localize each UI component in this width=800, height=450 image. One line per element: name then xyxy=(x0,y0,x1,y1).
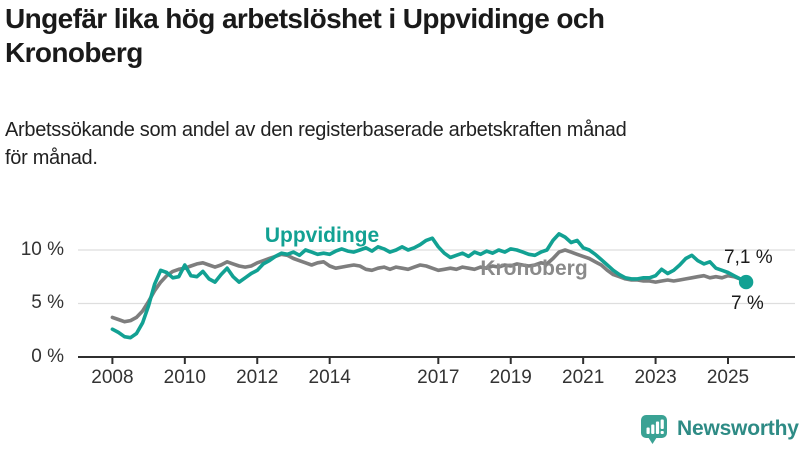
plot-svg xyxy=(78,232,795,364)
title-line-2: Kronoberg xyxy=(5,37,143,68)
chart-subtitle: Arbetssökande som andel av den registerb… xyxy=(5,116,793,172)
kronoberg-series-label: Kronoberg xyxy=(480,257,588,280)
y-tick-label: 0 % xyxy=(31,346,64,367)
subtitle-line-1: Arbetssökande som andel av den registerb… xyxy=(5,119,627,141)
x-tick-label: 2017 xyxy=(417,367,460,388)
x-tick-label: 2014 xyxy=(308,367,351,388)
subtitle-line-2: för månad. xyxy=(5,147,98,169)
newsworthy-chart-bubble-icon xyxy=(641,415,667,444)
x-tick-label: 2010 xyxy=(163,367,206,388)
page-title: Ungefär lika hög arbetslöshet i Uppvidin… xyxy=(5,2,793,70)
unemployment-line-chart: 0 % 5 % 10 % 2008 2010 2012 2014 2017 2019 2021 20… xyxy=(0,212,800,404)
uppvidinge-series-label: Uppvidinge xyxy=(264,224,380,247)
x-tick-label: 2025 xyxy=(706,367,750,388)
brand-name: Newsworthy xyxy=(677,417,799,440)
x-tick-label: 2012 xyxy=(236,367,279,388)
y-tick-label: 10 % xyxy=(20,238,64,260)
title-line-1: Ungefär lika hög arbetslöshet i Uppvidin… xyxy=(5,3,605,34)
end-value-label-uppvidinge: 7 % xyxy=(731,293,764,314)
x-tick-label: 2021 xyxy=(562,367,605,388)
y-tick-label: 5 % xyxy=(31,292,64,314)
brand-footer: Newsworthy xyxy=(639,413,799,445)
end-value-label-kronoberg: 7,1 % xyxy=(724,247,773,268)
x-tick-label: 2019 xyxy=(489,367,532,388)
x-tick-label: 2023 xyxy=(634,367,677,388)
x-tick-label: 2008 xyxy=(91,367,134,388)
